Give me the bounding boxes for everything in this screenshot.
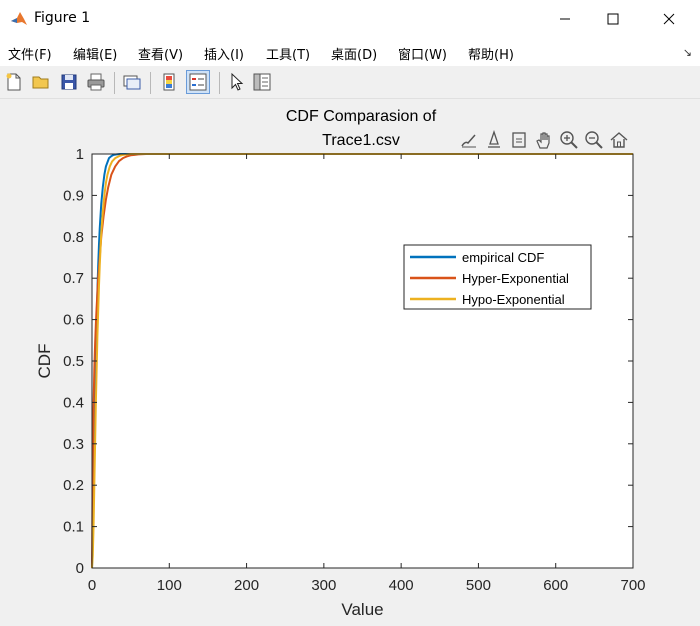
home-button[interactable] <box>608 129 630 151</box>
legend-icon[interactable] <box>186 70 210 94</box>
chart-title-line-1: CDF Comparasion of <box>286 108 437 125</box>
x-tick-label: 0 <box>88 577 96 594</box>
close-button[interactable] <box>642 0 696 38</box>
y-tick-label: 1 <box>76 146 84 163</box>
x-tick-label: 300 <box>311 577 336 594</box>
print-icon[interactable] <box>86 72 106 92</box>
data-tips-button[interactable] <box>483 129 505 151</box>
plot-area[interactable] <box>92 154 633 568</box>
x-tick-label: 700 <box>620 577 645 594</box>
x-tick-label: 200 <box>234 577 259 594</box>
minimize-button[interactable] <box>538 0 592 38</box>
open-icon[interactable] <box>31 72 51 92</box>
property-editor-icon[interactable] <box>252 72 272 92</box>
restore-view-icon <box>512 132 526 148</box>
menu-desktop[interactable]: 桌面(D) <box>331 48 378 63</box>
matlab-icon <box>11 12 27 25</box>
menu-bar: 文件(F) 编辑(E) 查看(V) 插入(I) 工具(T) 桌面(D) 窗口(W… <box>0 38 700 66</box>
zoom-in-button[interactable] <box>558 129 580 151</box>
link-plot-icon[interactable] <box>122 72 142 92</box>
legend-items: empirical CDF Hyper-Exponential Hypo-Expon… <box>410 250 569 307</box>
zoom-in-icon <box>560 131 578 149</box>
menu-insert[interactable]: 插入(I) <box>204 48 244 63</box>
y-tick-label: 0.3 <box>63 436 84 453</box>
y-tick-label: 0.1 <box>63 519 84 536</box>
restore-view-button[interactable] <box>508 129 530 151</box>
y-tick-label: 0.9 <box>63 187 84 204</box>
menu-view[interactable]: 查看(V) <box>138 48 184 63</box>
save-icon[interactable] <box>59 72 79 92</box>
y-axis-label: CDF <box>35 344 54 379</box>
window-title: Figure 1 <box>34 10 91 26</box>
zoom-out-button[interactable] <box>583 129 605 151</box>
toolbar-separator <box>219 72 220 94</box>
legend-label-1: Hyper-Exponential <box>462 271 569 286</box>
close-icon <box>663 13 675 25</box>
x-tick-label: 600 <box>543 577 568 594</box>
legend[interactable]: empirical CDF Hyper-Exponential Hypo-Expon… <box>403 244 592 310</box>
menu-help[interactable]: 帮助(H) <box>468 48 514 63</box>
maximize-button[interactable] <box>586 0 640 38</box>
y-tick-label: 0 <box>76 560 84 577</box>
dock-arrow-icon[interactable]: ↘ <box>682 46 692 59</box>
axes-toolbar <box>458 129 630 153</box>
menu-file[interactable]: 文件(F) <box>8 48 52 63</box>
toolbar-separator <box>150 72 151 94</box>
y-tick-label: 0.4 <box>63 394 84 411</box>
y-tick-label: 0.6 <box>63 312 84 329</box>
figure-canvas: CDF Comparasion of Trace1.csv 0 100 200 300… <box>0 99 700 626</box>
x-tick-label: 100 <box>157 577 182 594</box>
ticks-layer: 0 100 200 300 400 500 600 700 0 0.1 0.2 0.3 0.4 0.5 0.… <box>63 146 645 594</box>
new-figure-icon[interactable] <box>4 72 24 92</box>
colorbar-icon[interactable] <box>159 72 179 92</box>
menu-edit[interactable]: 编辑(E) <box>73 48 118 63</box>
menu-tools[interactable]: 工具(T) <box>266 48 311 63</box>
legend-label-2: Hypo-Exponential <box>462 292 565 307</box>
home-icon <box>610 132 628 148</box>
pan-button[interactable] <box>533 129 555 151</box>
y-tick-label: 0.7 <box>63 270 84 287</box>
figure-toolbar <box>0 66 700 99</box>
menu-window[interactable]: 窗口(W) <box>398 48 447 63</box>
x-tick-label: 500 <box>466 577 491 594</box>
brush-icon <box>461 134 476 148</box>
minimize-icon <box>560 18 570 20</box>
y-tick-label: 0.2 <box>63 477 84 494</box>
pan-icon <box>536 132 550 149</box>
maximize-icon <box>607 13 619 25</box>
legend-label-0: empirical CDF <box>462 250 544 265</box>
title-bar: Figure 1 <box>0 0 700 38</box>
chart-title-line-2: Trace1.csv <box>322 132 400 149</box>
x-axis-label: Value <box>341 600 383 619</box>
zoom-out-icon <box>585 131 603 149</box>
chart: CDF Comparasion of Trace1.csv 0 100 200 300… <box>35 108 646 619</box>
x-tick-label: 400 <box>389 577 414 594</box>
toolbar-separator <box>114 72 115 94</box>
y-tick-label: 0.5 <box>63 353 84 370</box>
series-line-1[interactable] <box>91 153 633 569</box>
y-tick-label: 0.8 <box>63 229 84 246</box>
data-tips-icon <box>488 130 500 148</box>
brush-button[interactable] <box>458 129 480 151</box>
pointer-icon[interactable] <box>227 72 247 92</box>
